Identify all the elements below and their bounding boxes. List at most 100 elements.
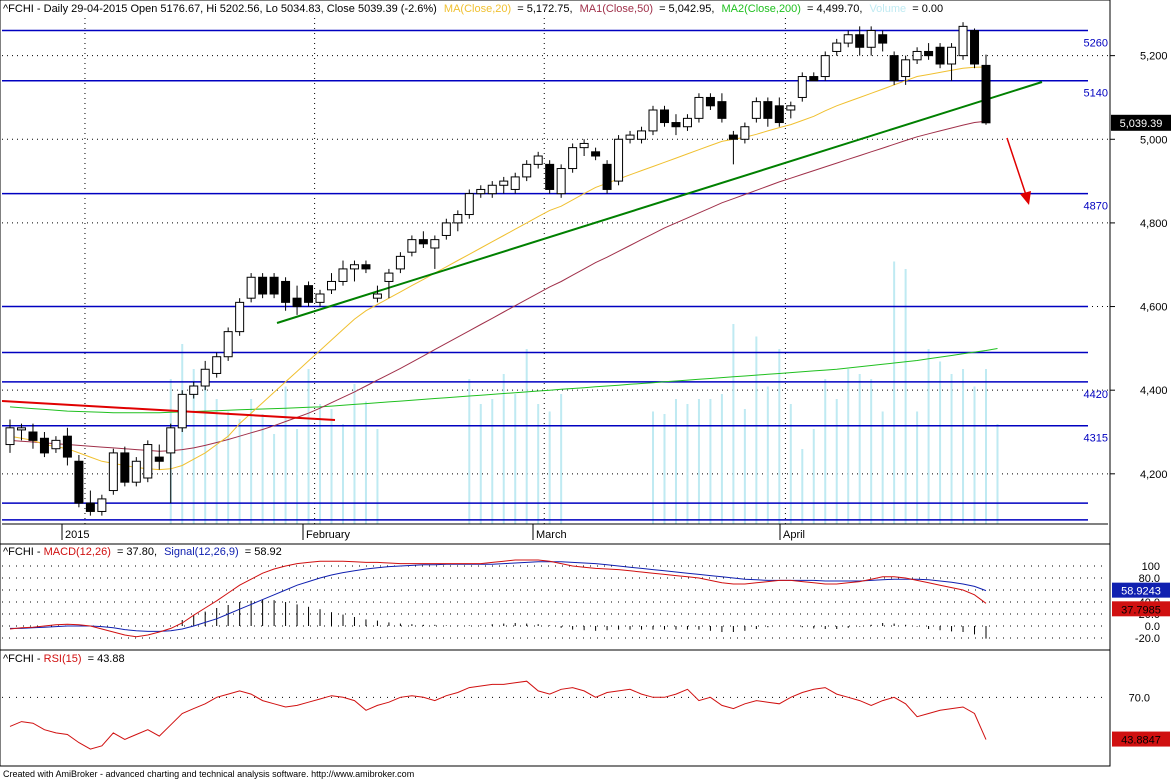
candle-up xyxy=(407,239,417,253)
volume-bar xyxy=(663,414,666,524)
signal-line xyxy=(10,561,987,632)
price-tick-label: 4,800 xyxy=(1140,218,1168,230)
candle-up xyxy=(235,301,245,333)
volume-bar xyxy=(537,404,540,524)
volume-bar xyxy=(341,424,344,524)
volume-bars xyxy=(169,261,999,524)
macd-tick-label: -20.0 xyxy=(1135,633,1160,645)
volume-bar xyxy=(468,379,471,524)
volume-bar xyxy=(720,394,723,524)
rsi-last-badge xyxy=(1112,731,1170,747)
volume-bar xyxy=(789,404,792,524)
ma200-line xyxy=(9,348,998,414)
candle-down xyxy=(304,285,314,303)
macd-tick-label: 0.0 xyxy=(1145,621,1160,633)
volume-bar xyxy=(985,369,987,524)
price-tick-label: 4,400 xyxy=(1140,385,1168,397)
volume-bar xyxy=(560,394,563,524)
volume-bar xyxy=(353,384,356,524)
down-arrow-head xyxy=(1020,191,1031,205)
volume-bar xyxy=(732,324,735,524)
rsi-last-label: 43.8847 xyxy=(1121,735,1161,747)
macd-tick-label: 100 xyxy=(1142,561,1160,573)
volume-bar xyxy=(296,429,299,524)
volume-bar xyxy=(835,399,838,524)
candle-down xyxy=(602,163,612,190)
candle-up xyxy=(384,272,394,282)
date-tick-label: April xyxy=(783,529,805,541)
candle-up xyxy=(453,214,463,224)
ma20-line xyxy=(9,66,987,471)
last-price-badge xyxy=(1111,114,1171,131)
volume-bar xyxy=(204,386,207,524)
candle-down xyxy=(269,276,279,295)
macd-panel-frame xyxy=(0,543,1111,651)
candle-down xyxy=(591,151,601,157)
volume-bar xyxy=(227,411,230,524)
candle-up xyxy=(166,427,176,454)
candle-down xyxy=(705,96,715,107)
candle-up xyxy=(189,385,199,395)
macd-panel: 10080.060.040.020.00.0-20.058.924337.798… xyxy=(2,559,1170,645)
macd-last-label: 37.7985 xyxy=(1121,604,1161,616)
candle-up xyxy=(5,427,15,446)
candle-down xyxy=(809,76,819,82)
candle-up xyxy=(901,59,911,78)
volume-bar xyxy=(881,411,884,524)
candle-up xyxy=(947,46,957,65)
candle-up xyxy=(212,356,222,374)
volume-bar xyxy=(674,399,677,524)
candle-up xyxy=(143,444,153,479)
volume-bar xyxy=(893,261,896,524)
candle-down xyxy=(728,134,738,140)
volume-bar xyxy=(652,411,655,524)
candle-down xyxy=(889,55,899,82)
volume-bar xyxy=(181,344,184,524)
candle-down xyxy=(258,276,268,295)
candle-up xyxy=(843,34,853,44)
rsi-header: ^FCHI - RSI(15) = 43.88 xyxy=(3,653,125,665)
candle-down xyxy=(39,437,49,454)
rsi-panel: 70.0 43.8847 xyxy=(2,680,1170,750)
candle-up xyxy=(866,30,876,48)
candle-up xyxy=(395,255,405,270)
footer-credit: Created with AmiBroker - advanced charti… xyxy=(3,769,414,779)
candle-up xyxy=(533,155,543,165)
level-label: 4420 xyxy=(1084,389,1108,401)
red-trendline xyxy=(1,400,336,421)
level-label: 4315 xyxy=(1084,433,1108,445)
candle-up xyxy=(740,126,750,140)
volume-bar xyxy=(330,409,333,524)
macd-last-badge xyxy=(1112,601,1170,617)
volume-bar xyxy=(273,434,276,524)
candle-down xyxy=(361,264,371,270)
candle-down xyxy=(74,460,84,504)
price-axis: 4,200 4,400 4,600 4,800 5,000 5,200 5,039.39 xyxy=(1110,51,1171,481)
candle-up xyxy=(820,55,830,78)
volume-bar xyxy=(261,414,264,524)
candle-down xyxy=(62,435,72,458)
macd-tick-label: 80.0 xyxy=(1139,573,1160,585)
signal-last-label: 58.9243 xyxy=(1121,586,1161,598)
volume-bar xyxy=(973,386,976,524)
volume-bar xyxy=(743,409,746,524)
volume-bar xyxy=(376,429,379,524)
candle-up xyxy=(786,105,796,111)
candle-down xyxy=(120,452,130,483)
volume-bar xyxy=(812,429,815,524)
volume-bar xyxy=(192,369,195,524)
candle-up xyxy=(464,193,474,216)
candle-up xyxy=(648,109,658,132)
rsi-panel-frame xyxy=(0,649,1111,767)
candle-down xyxy=(154,456,164,462)
volume-bar xyxy=(525,349,528,524)
volume-bar xyxy=(238,419,241,524)
candle-up xyxy=(499,180,509,186)
volume-bar xyxy=(847,369,850,524)
candle-up xyxy=(97,498,107,512)
candle-up xyxy=(372,293,382,299)
candle-up xyxy=(131,460,141,483)
rsi-tick-label: 70.0 xyxy=(1129,692,1150,704)
volume-bar xyxy=(939,361,942,524)
